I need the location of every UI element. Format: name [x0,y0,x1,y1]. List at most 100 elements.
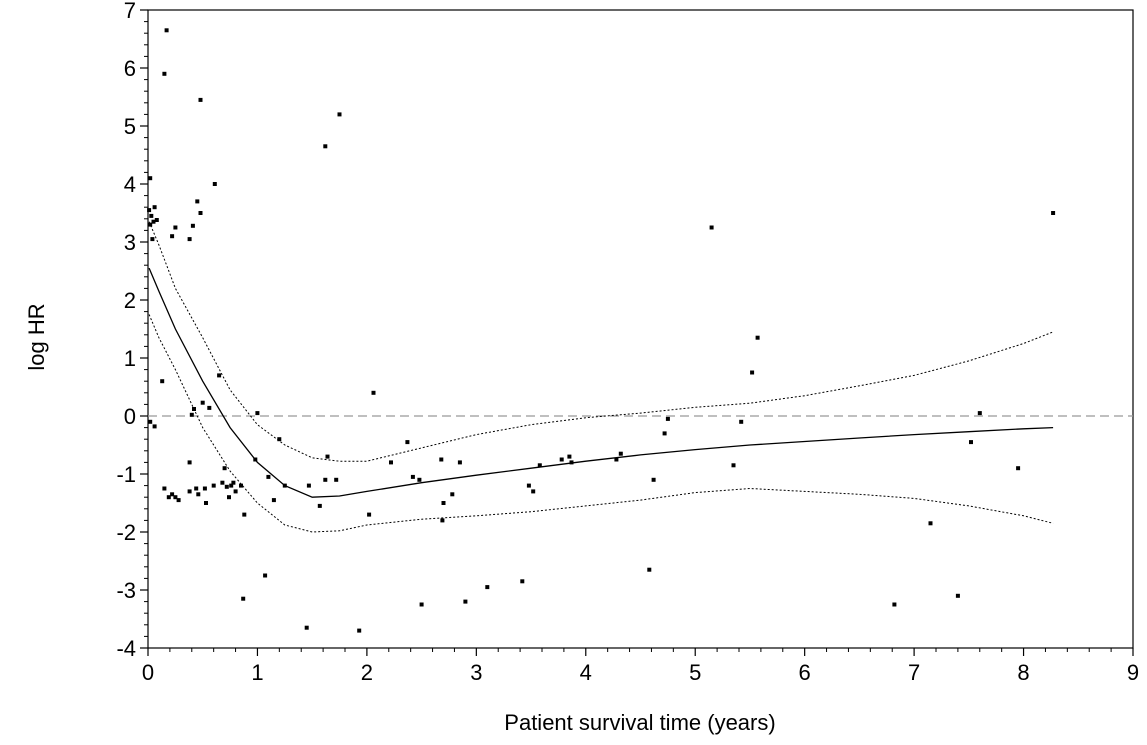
y-tick-label: 7 [124,0,136,23]
x-tick-label: 1 [251,660,263,685]
data-point [160,379,165,384]
x-tick-label: 4 [580,660,592,685]
data-point [665,416,670,421]
data-point [173,225,178,230]
data-point [242,512,247,517]
data-point [147,208,152,213]
data-point [187,237,192,242]
data-point [520,579,525,584]
data-point [367,512,372,517]
data-point [651,477,656,482]
data-point [204,501,208,505]
y-tick-label: 3 [124,230,136,255]
data-point [162,486,167,491]
data-point [212,182,217,186]
data-point [164,28,169,33]
data-point [955,593,960,598]
y-tick-label: 6 [124,56,136,81]
x-tick-label: 6 [799,660,811,685]
data-point [647,567,652,572]
data-point [1016,466,1021,471]
data-point [148,222,153,227]
data-point [263,573,268,578]
data-point [255,411,260,416]
data-point [231,480,236,485]
data-point [162,71,167,76]
data-point [224,484,229,489]
data-point [485,585,490,590]
data-point [196,492,201,497]
data-point [323,144,328,149]
data-point [173,495,178,500]
data-point [928,521,933,526]
data-point [202,486,207,491]
data-point [892,602,897,607]
data-point [969,440,973,445]
data-point [463,599,468,604]
data-point [148,176,153,181]
data-point [229,483,234,488]
data-point [277,437,282,442]
data-point [450,492,455,497]
data-point [154,218,159,222]
data-point [662,431,667,436]
data-point [417,477,422,482]
data-point [149,213,154,218]
data-point [440,518,445,523]
data-point [190,223,195,228]
data-point [187,460,192,465]
data-point [323,477,328,482]
data-point [614,457,619,462]
data-point [233,489,238,494]
data-point [304,625,309,630]
data-point [441,501,446,505]
x-tick-label: 2 [361,660,373,685]
data-point [739,419,744,424]
data-point [282,483,287,488]
data-point [531,489,536,494]
data-point [977,411,982,416]
smoothed-loghr-line [148,267,1054,498]
lower-confidence-band [148,314,1054,533]
y-tick-label: -4 [116,636,136,661]
data-point [239,483,243,488]
data-point [559,457,564,462]
plot-frame [147,9,1134,649]
data-point [567,454,572,459]
data-point [526,483,531,488]
data-point [317,503,322,508]
data-point [755,335,760,340]
data-point [148,419,153,424]
y-axis-label: log HR [24,303,49,370]
data-point [192,407,196,411]
data-point [334,477,339,482]
data-point [220,480,225,485]
data-point [439,457,444,462]
data-point [750,370,755,375]
data-point [569,460,574,465]
data-point [198,97,203,102]
data-point [709,225,714,230]
data-point [419,602,424,607]
data-point [189,412,194,417]
data-point [170,492,175,497]
x-tick-label: 9 [1127,660,1139,685]
data-point [457,460,462,465]
data-point [389,460,393,465]
y-tick-label: -2 [116,520,136,545]
data-point [731,463,736,468]
x-axis-label: Patient survival time (years) [504,710,775,735]
y-tick-label: 1 [124,346,136,371]
y-tick-label: 4 [124,172,136,197]
y-tick-label: -1 [116,462,136,487]
data-point [211,483,216,488]
data-point [187,489,192,494]
y-tick-label: 5 [124,114,136,139]
data-point [371,390,376,395]
x-tick-label: 8 [1017,660,1029,685]
y-tick-label: 2 [124,288,136,313]
data-point [222,466,227,471]
x-tick-label: 7 [908,660,920,685]
data-point [207,405,212,410]
